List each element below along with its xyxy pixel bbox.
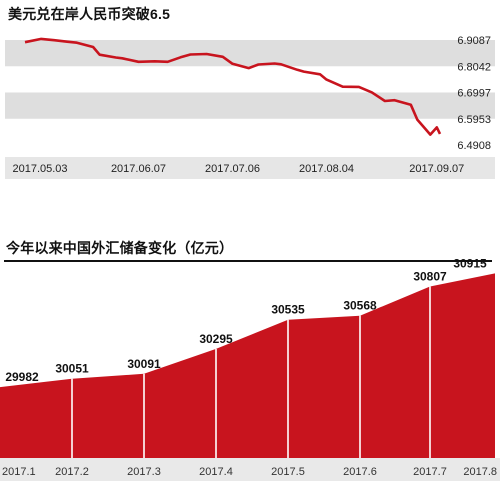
x-tick-label: 2017.05.03 [12,163,67,175]
data-label: 30295 [199,332,233,346]
usd-cny-line-chart: 6.9087 6.8042 6.6997 6.5953 6.4908 2017.05.03… [5,35,495,179]
usd-cny-chart-panel: 美元兑在岸人民币突破6.5 6.9087 6.8042 6.6997 6.5953 6.… [0,0,500,185]
x-tick-label: 2017.2 [55,466,89,478]
x-tick-label: 2017.07.06 [205,163,260,175]
grid-band [5,92,495,119]
x-tick-label: 2017.06.07 [111,163,166,175]
fx-reserves-area-chart: 29982 30051 30091 30295 30535 30568 30807 30915… [0,256,500,481]
x-tick-label: 2017.1 [2,466,36,478]
data-label: 29982 [5,370,39,384]
fx-reserves-chart-panel: 今年以来中国外汇储备变化（亿元） 29982 30051 30091 30295 305… [0,238,500,481]
x-tick-label: 2017.7 [413,466,447,478]
usd-cny-chart-title: 美元兑在岸人民币突破6.5 [8,6,171,22]
y-tick-label: 6.6997 [457,88,491,100]
x-tick-label: 2017.3 [127,466,161,478]
data-label: 30535 [271,303,305,317]
x-tick-label: 2017.4 [199,466,233,478]
x-tick-label: 2017.08.04 [299,163,354,175]
title-underline [4,260,492,262]
fx-reserves-area [0,273,495,458]
x-axis-band [5,157,495,179]
fx-reserves-chart-title: 今年以来中国外汇储备变化（亿元） [6,240,234,256]
y-tick-label: 6.8042 [457,61,491,73]
x-tick-label: 2017.6 [343,466,377,478]
usd-cny-series-line [24,37,442,136]
x-tick-label: 2017.09.07 [409,163,464,175]
data-label: 30568 [343,299,377,313]
y-tick-label: 6.9087 [457,35,491,47]
x-tick-label: 2017.5 [271,466,305,478]
y-tick-label: 6.5953 [457,114,491,126]
x-axis-band [0,458,500,481]
x-tick-label: 2017.8 [463,466,497,478]
data-label: 30051 [55,362,89,376]
data-label: 30807 [413,270,447,284]
y-tick-label: 6.4908 [457,140,491,152]
data-label: 30915 [453,256,487,270]
data-label: 30091 [127,357,161,371]
